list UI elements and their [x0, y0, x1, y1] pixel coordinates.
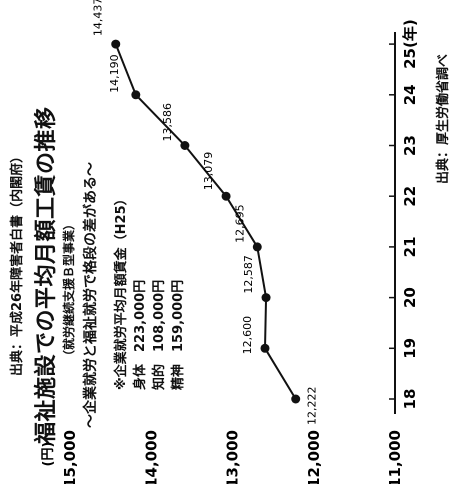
series-line [114, 43, 297, 400]
data-label: 14,437 [92, 0, 105, 36]
data-label: 12,587 [242, 255, 255, 294]
data-point [252, 242, 262, 252]
data-point [111, 39, 121, 49]
data-label: 14,190 [108, 54, 121, 93]
data-label: 12,222 [306, 387, 319, 426]
data-label: 13,079 [202, 152, 215, 191]
y-tick-label: 14,000 [142, 430, 160, 484]
source-bottom: 出典：厚生労働省調べ [436, 53, 451, 184]
x-tick-label: 22 [401, 186, 419, 207]
y-tick-label: 15,000 [61, 430, 79, 484]
x-tick-label: 18 [401, 389, 419, 410]
x-tick-label: 20 [401, 287, 419, 308]
data-label: 13,586 [161, 103, 174, 142]
data-point [221, 191, 231, 201]
x-tick-label: 23 [401, 135, 419, 156]
data-label: 12,695 [233, 204, 246, 243]
x-tick-label: 19 [401, 338, 419, 359]
y-unit-label: (円) [41, 442, 56, 467]
y-tick-label: 12,000 [305, 430, 323, 484]
data-point [261, 293, 271, 303]
data-point [131, 90, 141, 100]
data-label: 12,600 [241, 316, 254, 355]
y-tick-label: 11,000 [386, 430, 404, 484]
x-tick-label: 25(年) [401, 19, 419, 69]
y-tick-label: 13,000 [224, 430, 242, 484]
data-point [260, 343, 270, 353]
x-tick-label: 24 [401, 84, 419, 105]
data-point [291, 394, 301, 404]
data-point [180, 141, 190, 150]
x-tick-label: 21 [401, 236, 419, 257]
